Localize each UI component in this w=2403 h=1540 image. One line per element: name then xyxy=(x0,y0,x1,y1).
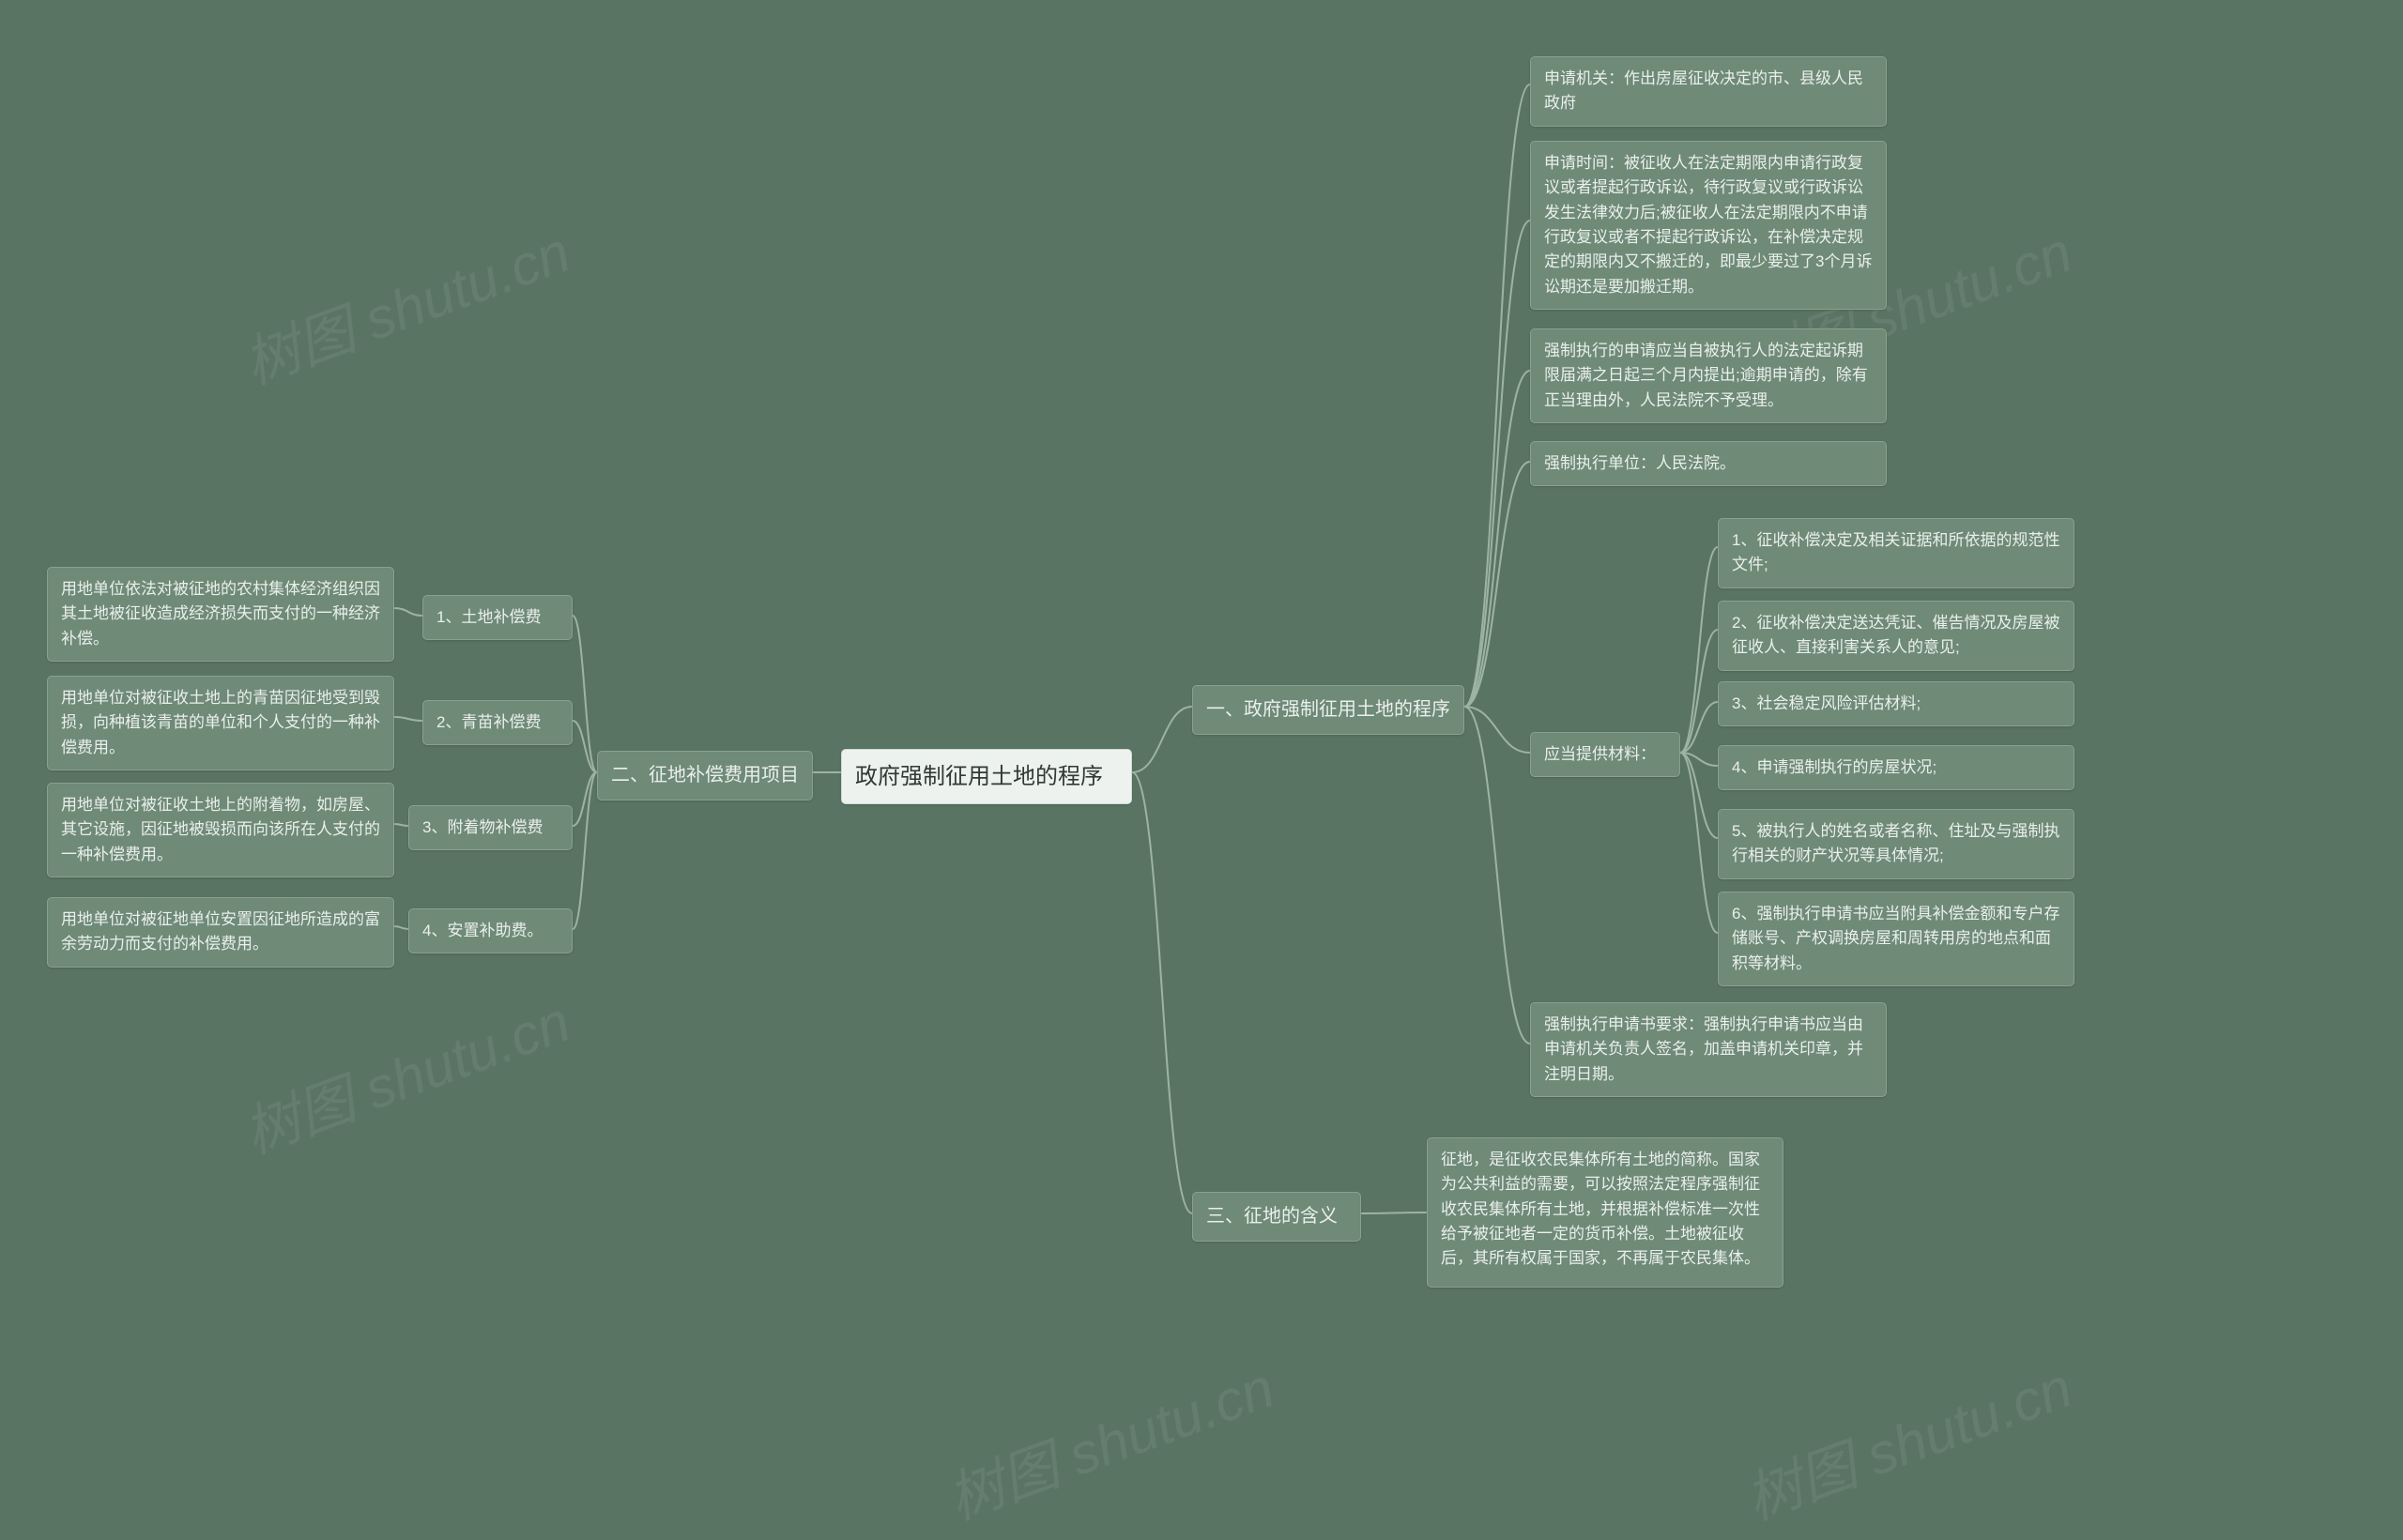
node-label: 申请时间：被征收人在法定期限内申请行政复议或者提起行政诉讼，待行政复议或行政诉讼… xyxy=(1544,154,1872,296)
mindmap-node: 用地单位对被征收土地上的附着物，如房屋、其它设施，因征地被毁损而向该所在人支付的… xyxy=(47,783,394,877)
node-label: 用地单位对被征收土地上的附着物，如房屋、其它设施，因征地被毁损而向该所在人支付的… xyxy=(61,796,380,863)
node-label: 4、安置补助费。 xyxy=(422,922,543,939)
mindmap-node: 用地单位对被征收土地上的青苗因征地受到毁损，向种植该青苗的单位和个人支付的一种补… xyxy=(47,676,394,770)
mindmap-node: 三、征地的含义 xyxy=(1192,1192,1361,1242)
mindmap-node: 强制执行申请书要求：强制执行申请书应当由申请机关负责人签名，加盖申请机关印章，并… xyxy=(1530,1002,1887,1097)
watermark: 树图 shutu.cn xyxy=(935,1342,1283,1535)
mindmap-node: 1、土地补偿费 xyxy=(422,595,573,640)
node-label: 2、征收补偿决定送达凭证、催告情况及房屋被征收人、直接利害关系人的意见; xyxy=(1732,614,2059,656)
node-label: 6、强制执行申请书应当附具补偿金额和专户存储账号、产权调换房屋和周转用房的地点和… xyxy=(1732,905,2059,972)
mindmap-node: 申请时间：被征收人在法定期限内申请行政复议或者提起行政诉讼，待行政复议或行政诉讼… xyxy=(1530,141,1887,310)
node-label: 强制执行单位：人民法院。 xyxy=(1544,454,1736,472)
node-label: 3、附着物补偿费 xyxy=(422,818,543,836)
node-label: 4、申请强制执行的房屋状况; xyxy=(1732,758,1936,776)
node-label: 1、征收补偿决定及相关证据和所依据的规范性文件; xyxy=(1732,531,2059,573)
mindmap-node: 申请机关：作出房屋征收决定的市、县级人民政府 xyxy=(1530,56,1887,127)
mindmap-node: 5、被执行人的姓名或者名称、住址及与强制执行相关的财产状况等具体情况; xyxy=(1718,809,2074,879)
node-label: 5、被执行人的姓名或者名称、住址及与强制执行相关的财产状况等具体情况; xyxy=(1732,822,2059,864)
mindmap-node: 强制执行单位：人民法院。 xyxy=(1530,441,1887,486)
mindmap-node: 应当提供材料： xyxy=(1530,732,1680,777)
node-label: 强制执行的申请应当自被执行人的法定起诉期限届满之日起三个月内提出;逾期申请的，除… xyxy=(1544,342,1868,409)
mindmap-node: 2、征收补偿决定送达凭证、催告情况及房屋被征收人、直接利害关系人的意见; xyxy=(1718,601,2074,671)
mindmap-node: 3、社会稳定风险评估材料; xyxy=(1718,681,2074,726)
mindmap-node: 强制执行的申请应当自被执行人的法定起诉期限届满之日起三个月内提出;逾期申请的，除… xyxy=(1530,328,1887,423)
mindmap-node: 2、青苗补偿费 xyxy=(422,700,573,745)
mindmap-node: 3、附着物补偿费 xyxy=(408,805,573,850)
watermark: 树图 shutu.cn xyxy=(231,206,579,400)
node-label: 三、征地的含义 xyxy=(1206,1206,1338,1227)
node-label: 征地，是征收农民集体所有土地的简称。国家为公共利益的需要，可以按照法定程序强制征… xyxy=(1441,1151,1760,1267)
node-label: 3、社会稳定风险评估材料; xyxy=(1732,694,1921,712)
mindmap-node: 6、强制执行申请书应当附具补偿金额和专户存储账号、产权调换房屋和周转用房的地点和… xyxy=(1718,892,2074,986)
node-label: 一、政府强制征用土地的程序 xyxy=(1206,699,1450,720)
node-label: 应当提供材料： xyxy=(1544,745,1656,763)
node-label: 用地单位依法对被征地的农村集体经济组织因其土地被征收造成经济损失而支付的一种经济… xyxy=(61,580,380,648)
mindmap-node: 4、申请强制执行的房屋状况; xyxy=(1718,745,2074,790)
mindmap-node: 一、政府强制征用土地的程序 xyxy=(1192,685,1464,735)
node-label: 2、青苗补偿费 xyxy=(436,713,541,731)
node-label: 政府强制征用土地的程序 xyxy=(855,764,1103,789)
mindmap-node: 征地，是征收农民集体所有土地的简称。国家为公共利益的需要，可以按照法定程序强制征… xyxy=(1427,1137,1783,1288)
mindmap-node: 用地单位对被征地单位安置因征地所造成的富余劳动力而支付的补偿费用。 xyxy=(47,897,394,968)
mindmap-node: 4、安置补助费。 xyxy=(408,908,573,953)
mindmap-node: 二、征地补偿费用项目 xyxy=(597,751,813,800)
node-label: 强制执行申请书要求：强制执行申请书应当由申请机关负责人签名，加盖申请机关印章，并… xyxy=(1544,1015,1863,1083)
mindmap-node: 1、征收补偿决定及相关证据和所依据的规范性文件; xyxy=(1718,518,2074,588)
mindmap-node: 用地单位依法对被征地的农村集体经济组织因其土地被征收造成经济损失而支付的一种经济… xyxy=(47,567,394,662)
watermark: 树图 shutu.cn xyxy=(1733,1342,2081,1535)
node-label: 二、征地补偿费用项目 xyxy=(611,765,799,785)
watermark: 树图 shutu.cn xyxy=(231,976,579,1169)
node-label: 用地单位对被征地单位安置因征地所造成的富余劳动力而支付的补偿费用。 xyxy=(61,910,380,953)
node-label: 申请机关：作出房屋征收决定的市、县级人民政府 xyxy=(1544,69,1863,112)
node-label: 用地单位对被征收土地上的青苗因征地受到毁损，向种植该青苗的单位和个人支付的一种补… xyxy=(61,689,380,756)
node-label: 1、土地补偿费 xyxy=(436,608,541,626)
mindmap-node: 政府强制征用土地的程序 xyxy=(841,749,1132,804)
